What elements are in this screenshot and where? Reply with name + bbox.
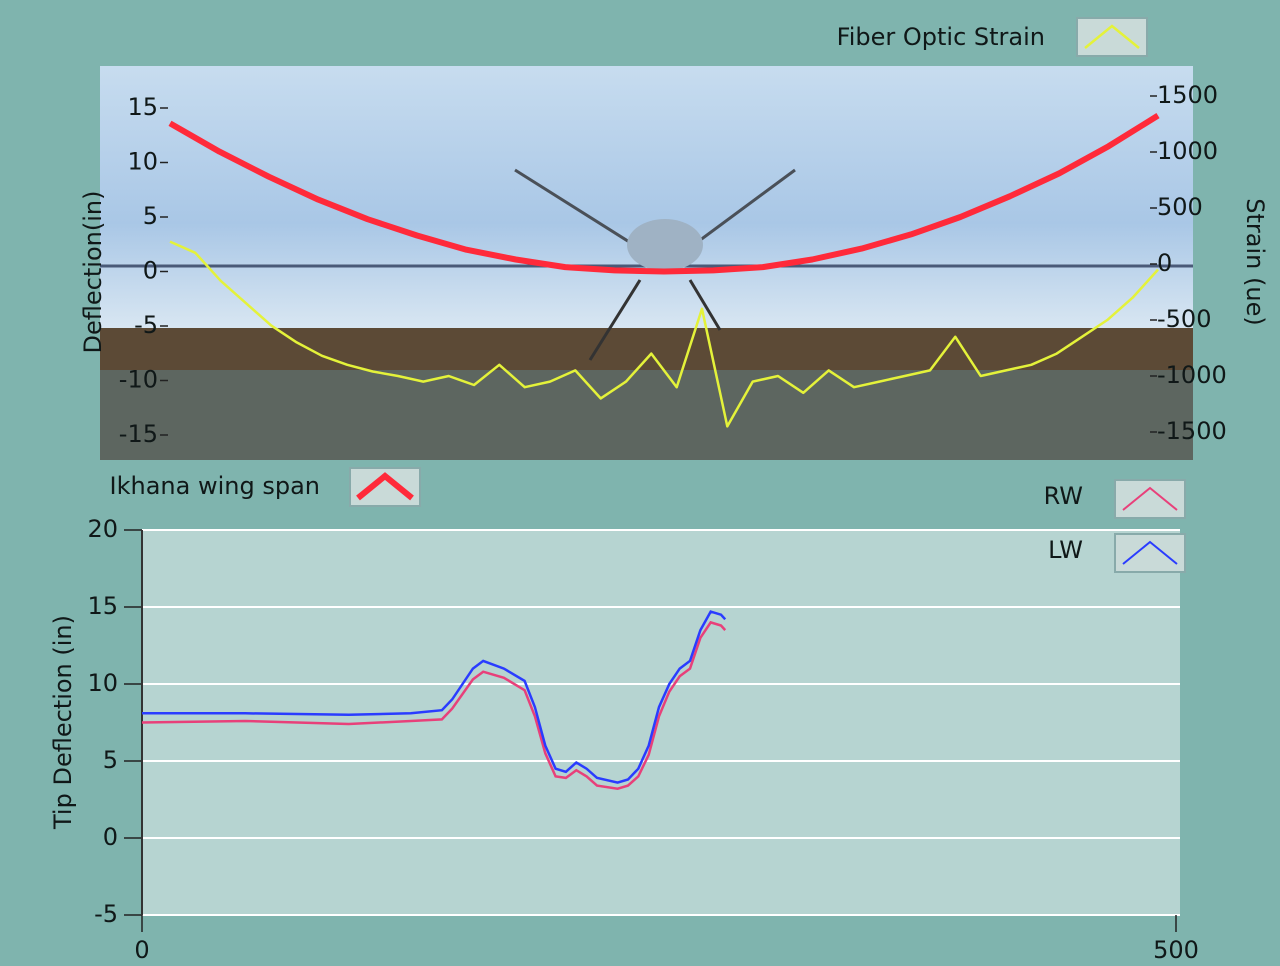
legend-line (356, 472, 414, 501)
y-tick-label: 0 (103, 823, 118, 851)
ground (100, 328, 1193, 370)
y-tick-label: 15 (87, 592, 118, 620)
charts: 151050-5-10-15150010005000-500-1000-1500… (49, 17, 1269, 964)
series-line (142, 610, 727, 784)
y-tick-label: 5 (143, 202, 158, 230)
y-tick-label: 10 (127, 148, 158, 176)
y-tick-label: 0 (143, 257, 158, 285)
y-axis-label: Deflection(in) (79, 191, 107, 354)
y2-tick-label: -1500 (1157, 417, 1227, 445)
y-tick-label: 5 (103, 746, 118, 774)
sky (100, 66, 1193, 328)
y2-tick-label: 1000 (1157, 137, 1218, 165)
y-tick-label: 15 (127, 93, 158, 121)
legend-label: RW (1044, 482, 1083, 510)
x-tick-label: 500 (1153, 936, 1199, 964)
x-tick-label: 0 (134, 936, 149, 964)
legend-swatch (1076, 17, 1148, 57)
y-tick-label: -10 (119, 366, 158, 394)
y-tick-label: 20 (87, 515, 118, 543)
legend-label: LW (1048, 536, 1083, 564)
legend-swatch (1114, 479, 1186, 519)
runway (100, 370, 1193, 460)
gear (688, 279, 722, 331)
series-line (168, 113, 1160, 275)
legend-line (1122, 540, 1178, 565)
fuselage (627, 219, 703, 271)
y2-tick-label: 500 (1157, 193, 1203, 221)
y2-tick-label: 1500 (1157, 81, 1218, 109)
y2-tick-label: -500 (1157, 305, 1211, 333)
y-tick-label: -15 (119, 420, 158, 448)
legend-label: Ikhana wing span (110, 472, 320, 500)
legend-line (1122, 486, 1178, 511)
y-axis-label: Tip Deflection (in) (49, 615, 77, 830)
y2-tick-label: -1000 (1157, 361, 1227, 389)
legend-label: Fiber Optic Strain (837, 23, 1045, 51)
y2-axis-label: Strain (ue) (1241, 198, 1269, 325)
series-line (169, 240, 1159, 428)
y2-tick-label: 0 (1157, 249, 1172, 277)
gear (588, 279, 642, 361)
y-tick-label: -5 (134, 311, 158, 339)
photo (100, 66, 1193, 460)
y-tick-label: 10 (87, 669, 118, 697)
series-line (141, 620, 727, 790)
y-tick-label: -5 (94, 900, 118, 928)
legend-line (1084, 24, 1140, 49)
legend-swatch (1114, 533, 1186, 573)
